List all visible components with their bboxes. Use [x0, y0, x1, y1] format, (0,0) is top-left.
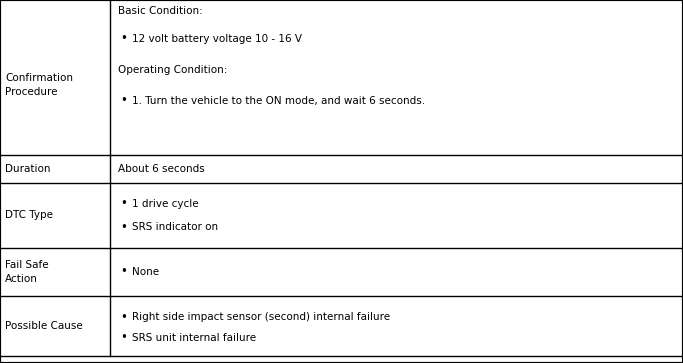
Text: SRS unit internal failure: SRS unit internal failure	[132, 333, 256, 343]
Text: 1. Turn the vehicle to the ON mode, and wait 6 seconds.: 1. Turn the vehicle to the ON mode, and …	[132, 96, 425, 106]
Text: SRS indicator on: SRS indicator on	[132, 222, 218, 232]
Text: Confirmation
Procedure: Confirmation Procedure	[5, 73, 73, 97]
Text: •: •	[120, 221, 127, 234]
Text: •: •	[120, 197, 127, 210]
Text: 1 drive cycle: 1 drive cycle	[132, 199, 199, 209]
Text: Basic Condition:: Basic Condition:	[118, 6, 203, 16]
Text: •: •	[120, 331, 127, 344]
Text: 12 volt battery voltage 10 - 16 V: 12 volt battery voltage 10 - 16 V	[132, 34, 302, 44]
Text: About 6 seconds: About 6 seconds	[118, 164, 205, 174]
Text: Fail Safe
Action: Fail Safe Action	[5, 260, 48, 284]
Text: Duration: Duration	[5, 164, 51, 174]
Text: •: •	[120, 310, 127, 323]
Text: DTC Type: DTC Type	[5, 211, 53, 220]
Text: •: •	[120, 94, 127, 107]
Text: Operating Condition:: Operating Condition:	[118, 65, 227, 75]
Text: None: None	[132, 267, 159, 277]
Text: •: •	[120, 32, 127, 45]
Text: Right side impact sensor (second) internal failure: Right side impact sensor (second) intern…	[132, 312, 390, 322]
Text: •: •	[120, 265, 127, 278]
Text: Possible Cause: Possible Cause	[5, 321, 83, 331]
